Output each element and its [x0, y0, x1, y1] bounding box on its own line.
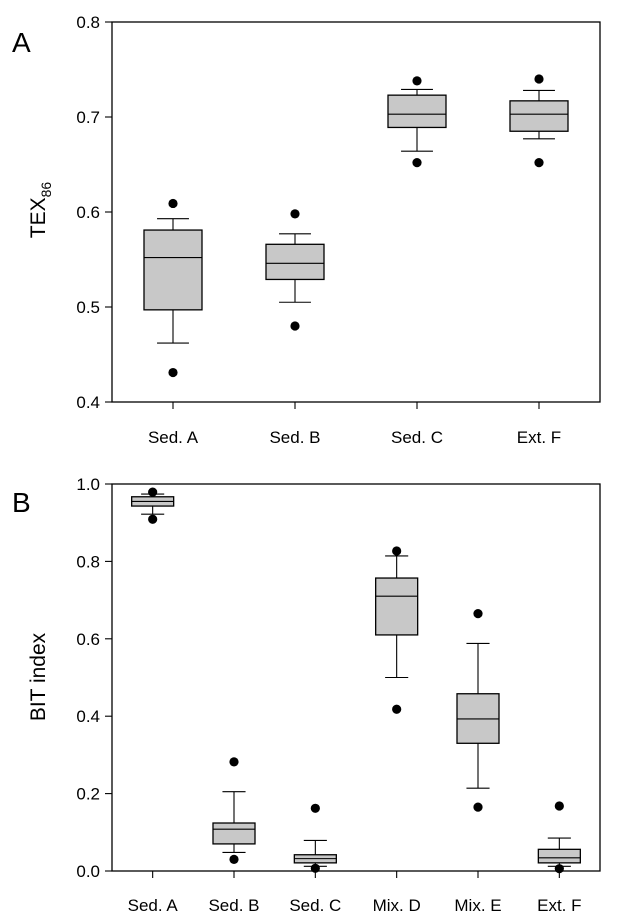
panel-b-y-tick-label: 0.4 [76, 707, 100, 726]
panel-a-x-ticks: Sed. A Sed. B Sed. C Ext. F [148, 402, 561, 447]
outlier-point [168, 198, 178, 209]
panel-b-x-tick-label: Ext. F [537, 896, 581, 915]
panel-b-plot-frame [111, 483, 601, 872]
panel-b-chart: B BIT index 0.00.20.40.60.81.0 Sed. A Sed… [12, 475, 601, 915]
panel-b-box-1 [131, 487, 175, 524]
panel-a-label: A [12, 27, 31, 58]
panel-b-y-tick-label: 0.0 [76, 862, 100, 881]
outlier-point [148, 487, 158, 497]
panel-a-y-axis-title-subscript: 86 [38, 182, 54, 198]
panel-b-y-axis-title-main: BIT index [27, 632, 50, 721]
panel-a-box-1 [143, 198, 203, 378]
box-iqr [509, 100, 569, 132]
panel-b-y-tick-label: 0.6 [76, 630, 100, 649]
box-iqr [212, 822, 256, 845]
panel-b-x-tick-label: Sed. B [208, 896, 259, 915]
outlier-point [473, 609, 483, 619]
outlier-point [554, 864, 564, 874]
box-iqr [143, 229, 203, 311]
panel-b-y-tick-label: 0.8 [76, 552, 100, 571]
panel-a-x-tick-label: Sed. C [391, 428, 443, 447]
panel-a-box-4 [509, 74, 569, 168]
panel-a-y-tick-label: 0.8 [76, 13, 100, 32]
panel-a-chart: A TEX86 0.40.50.60.70.8 Sed. A Sed. B Sed.… [12, 13, 601, 447]
panel-b-x-ticks: Sed. A Sed. B Sed. C Mix. D Mix. E Ext. F [128, 871, 582, 915]
outlier-point [534, 158, 544, 168]
panel-b-y-axis-title: BIT index [27, 632, 50, 721]
outlier-point [412, 76, 422, 86]
panel-b-boxes [131, 487, 581, 874]
outlier-point [310, 863, 320, 873]
panel-b-box-3 [293, 803, 337, 873]
outlier-point [229, 757, 239, 767]
box-iqr [375, 577, 419, 636]
panel-b-y-tick-label: 1.0 [76, 475, 100, 494]
outlier-point [412, 158, 422, 168]
panel-a-x-tick-label: Sed. B [269, 428, 320, 447]
panel-a-box-2 [265, 209, 325, 331]
panel-b-box-4 [375, 546, 419, 714]
outlier-point [392, 546, 402, 556]
panel-b-label: B [12, 487, 31, 518]
outlier-point [229, 854, 239, 864]
panel-a-y-tick-label: 0.4 [76, 393, 100, 412]
panel-b-y-ticks: 0.0 0.2 0.4 0.6 0.8 1.0 [76, 475, 112, 881]
panel-a-boxes [143, 74, 569, 378]
outlier-point [290, 321, 300, 331]
outlier-point [168, 367, 178, 378]
panel-b-x-tick-label: Sed. C [289, 896, 341, 915]
panel-a-y-axis-title-main: TEX [27, 197, 50, 238]
panel-a-plot-frame [111, 21, 601, 403]
outlier-point [473, 802, 483, 812]
outlier-point [148, 514, 158, 524]
panel-a-y-tick-label: 0.7 [76, 108, 100, 127]
outlier-point [534, 74, 544, 84]
outlier-point [310, 803, 320, 813]
panel-a-y-axis-title: TEX86 [27, 182, 54, 239]
panel-a-box-3 [387, 76, 447, 168]
box-iqr [537, 848, 581, 864]
panel-a-y-tick-label: 0.5 [76, 298, 100, 317]
panel-b-x-tick-label: Mix. D [373, 896, 421, 915]
panel-b-x-tick-label: Mix. E [454, 896, 501, 915]
panel-b-x-tick-label: Sed. A [128, 896, 179, 915]
panel-a-y-ticks: 0.4 0.5 0.6 0.7 0.8 [76, 13, 112, 412]
box-iqr [387, 94, 447, 129]
box-iqr [265, 243, 325, 281]
panel-a-x-tick-label: Sed. A [148, 428, 199, 447]
outlier-point [392, 704, 402, 714]
outlier-point [290, 209, 300, 219]
outlier-point [554, 801, 564, 811]
panel-a-x-tick-label: Ext. F [517, 428, 561, 447]
panel-b-box-2 [212, 757, 256, 864]
panel-a-y-tick-label: 0.6 [76, 203, 100, 222]
panel-b-box-5 [456, 609, 500, 812]
panel-b-box-6 [537, 801, 581, 874]
panel-b-y-tick-label: 0.2 [76, 785, 100, 804]
